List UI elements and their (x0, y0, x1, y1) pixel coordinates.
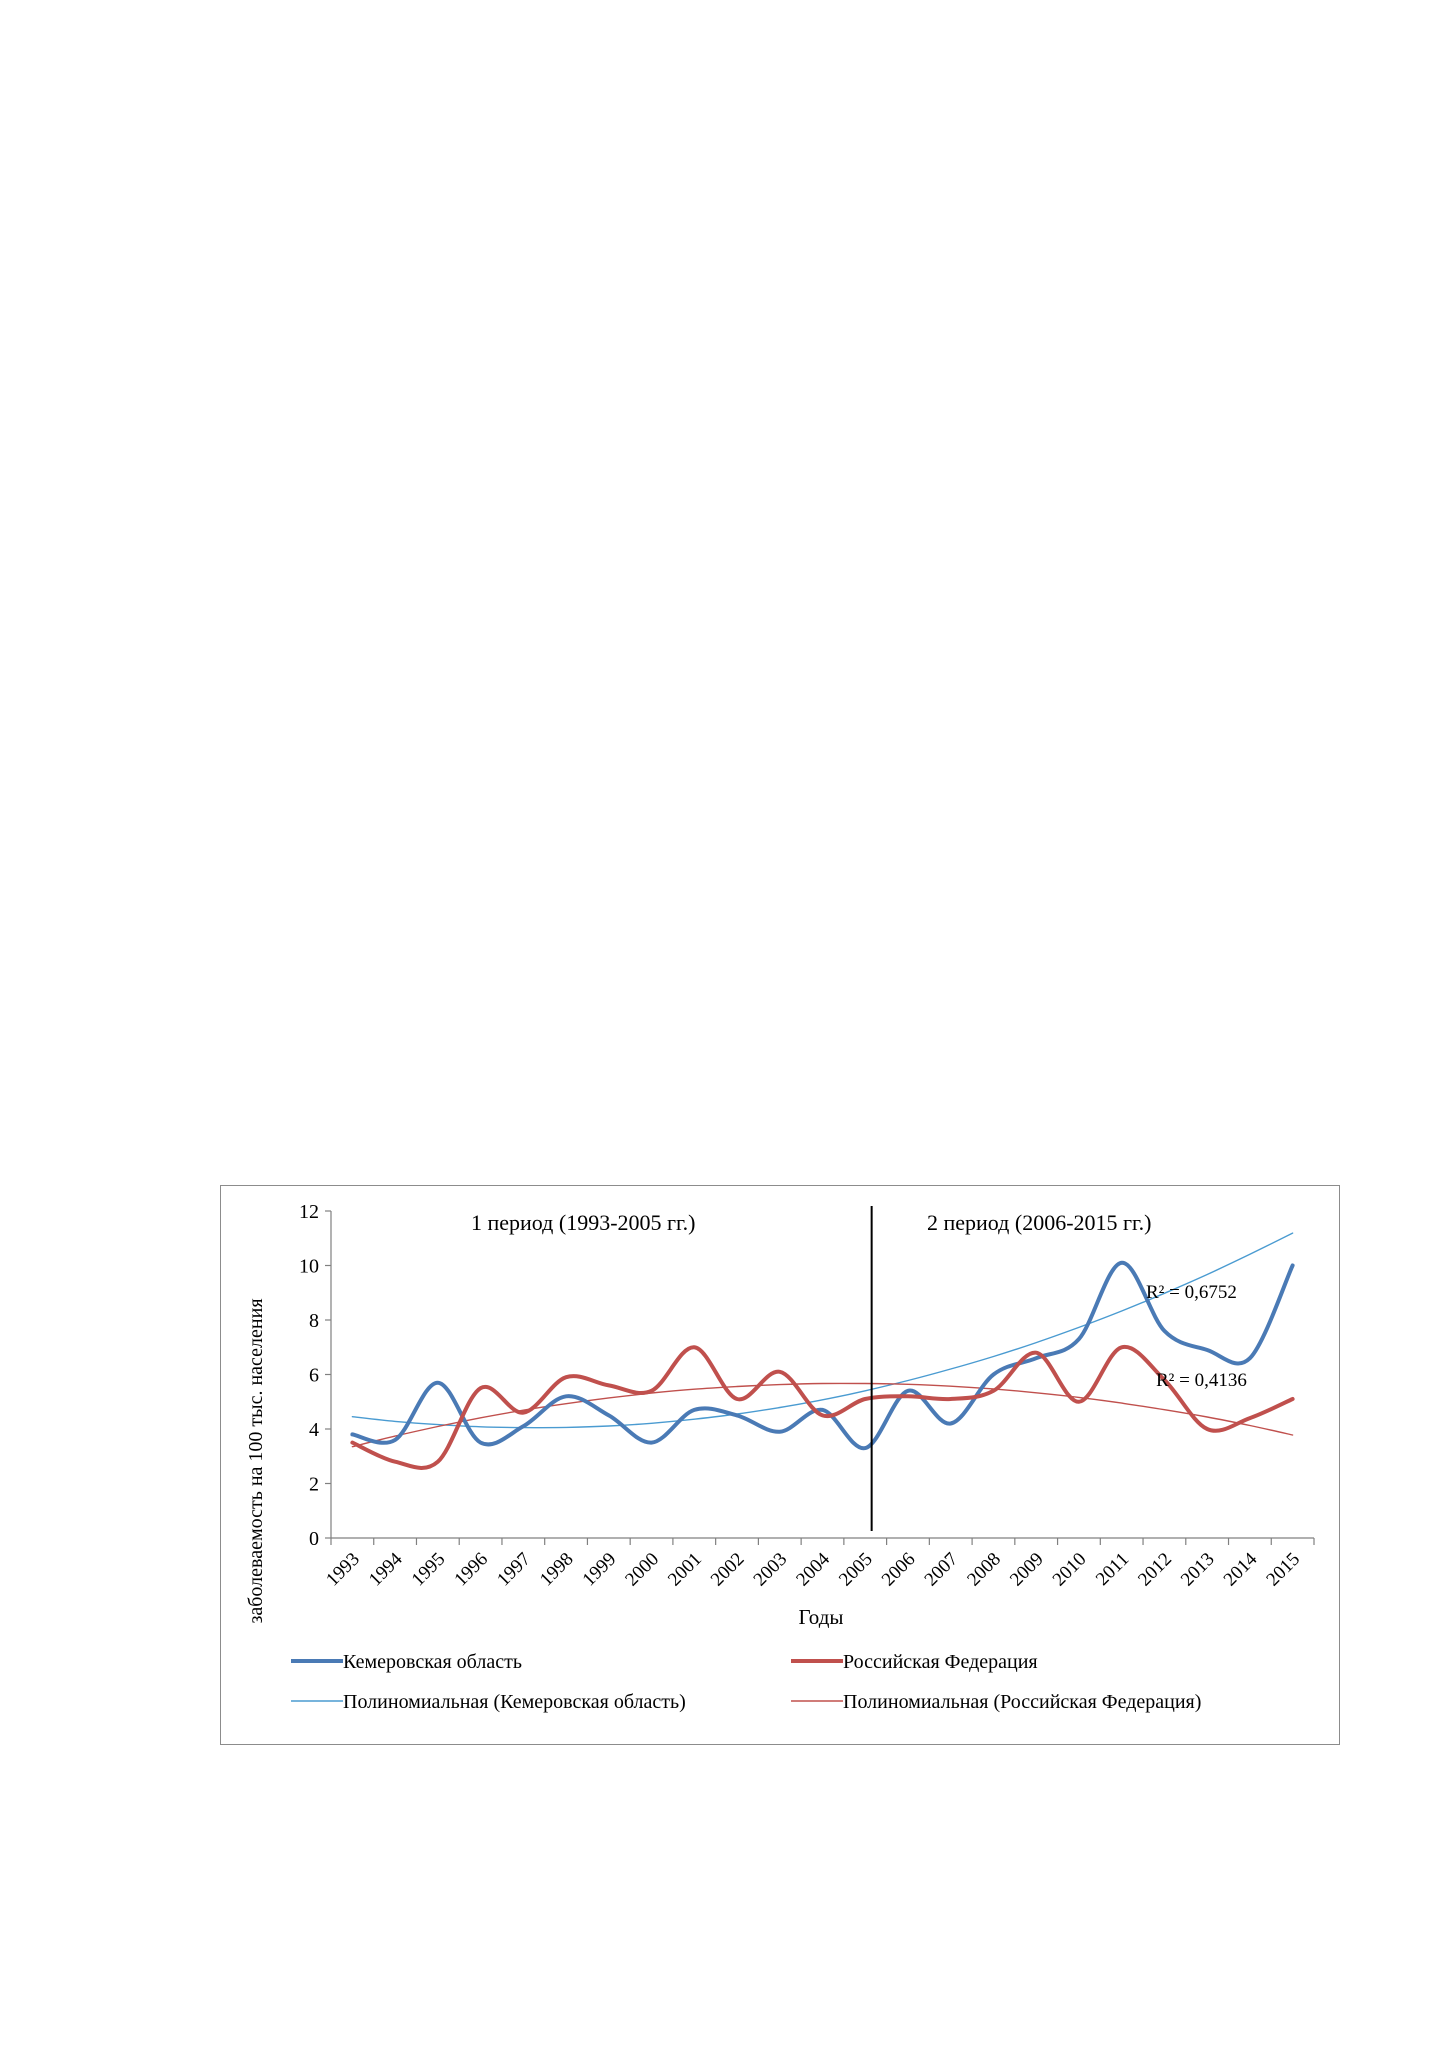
x-tick-label: 2001 (664, 1549, 706, 1591)
x-tick-label: 2008 (963, 1549, 1005, 1591)
y-tick-label: 0 (309, 1528, 319, 1550)
x-tick-label: 2006 (878, 1549, 920, 1591)
x-tick-label: 2000 (621, 1549, 663, 1591)
y-tick-label: 6 (309, 1365, 319, 1387)
y-axis: 0 2 4 6 8 10 12 (299, 1201, 332, 1550)
x-tick-label: 2014 (1220, 1548, 1262, 1590)
legend-kemerovo: Кемеровская область (291, 1651, 522, 1673)
x-axis-label: Годы (799, 1605, 844, 1629)
x-tick-label: 2013 (1177, 1549, 1219, 1591)
x-tick-label: 1994 (365, 1548, 407, 1590)
series-kemerovo-line (350, 1260, 1295, 1451)
legend-label: Кемеровская область (343, 1651, 522, 1673)
r-squared-kemerovo: R² = 0,6752 (1146, 1282, 1237, 1303)
x-axis: 1993 1994 1995 1996 1997 1998 1999 2000 2001 2002… (322, 1537, 1315, 1591)
legend-trend-russia: Полиномиальная (Российская Федерация) (791, 1691, 1201, 1713)
x-tick-label: 1993 (322, 1549, 364, 1591)
y-tick-label: 2 (309, 1474, 319, 1496)
legend-trend-kemerovo: Полиномиальная (Кемеровская область) (291, 1691, 686, 1713)
y-tick-label: 10 (299, 1256, 319, 1278)
x-tick-label: 2011 (1092, 1549, 1133, 1590)
x-tick-label: 2007 (921, 1549, 963, 1591)
legend-label: Российская Федерация (843, 1651, 1038, 1673)
x-tick-label: 1997 (493, 1549, 535, 1591)
legend-label: Полиномиальная (Российская Федерация) (843, 1691, 1201, 1713)
x-tick-label: 2004 (792, 1548, 834, 1590)
legend: Кемеровская область Российская Федерация П… (291, 1651, 1201, 1713)
series-russia-line (350, 1345, 1295, 1470)
trend-russia-line (351, 1382, 1294, 1448)
x-tick-label: 2002 (707, 1549, 749, 1591)
x-tick-label: 2009 (1006, 1549, 1048, 1591)
chart-frame: 0 2 4 6 8 10 12 1993 1994 1995 1996 1997 1998 1999 20… (220, 1185, 1340, 1745)
legend-label: Полиномиальная (Кемеровская область) (343, 1691, 686, 1713)
period-1-label: 1 период (1993-2005 гг.) (471, 1210, 695, 1235)
x-tick-label: 1999 (579, 1549, 621, 1591)
x-tick-label: 1998 (536, 1549, 578, 1591)
x-tick-label: 2010 (1049, 1549, 1091, 1591)
x-tick-label: 2003 (750, 1549, 792, 1591)
x-tick-label: 2012 (1134, 1549, 1176, 1591)
trend-lines (351, 1232, 1294, 1448)
x-tick-label: 2015 (1262, 1549, 1304, 1591)
y-tick-label: 8 (309, 1310, 319, 1332)
period-2-label: 2 период (2006-2015 гг.) (927, 1210, 1151, 1235)
legend-russia: Российская Федерация (791, 1651, 1038, 1673)
y-axis-label: заболеваемость на 100 тыс. населения (245, 1298, 267, 1623)
r-squared-russia: R² = 0,4136 (1156, 1370, 1247, 1391)
trend-kemerovo-line (351, 1232, 1294, 1429)
series-lines (350, 1260, 1295, 1470)
y-tick-label: 12 (299, 1201, 319, 1223)
x-tick-label: 1995 (408, 1549, 450, 1591)
x-tick-label: 2005 (835, 1549, 877, 1591)
x-tick-label: 1996 (450, 1549, 492, 1591)
y-tick-label: 4 (309, 1419, 319, 1441)
